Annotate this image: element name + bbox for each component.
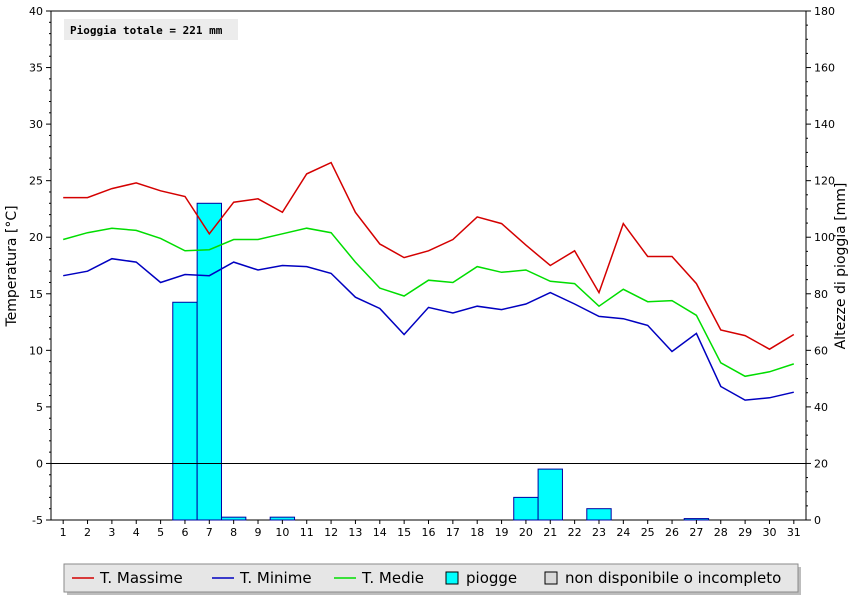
x-tick-label: 11 bbox=[300, 526, 314, 539]
left-axis: -5 0 5 10 15 20 25 30 35 40 bbox=[29, 5, 51, 527]
right-tick-label: 120 bbox=[814, 175, 835, 188]
x-tick-label: 27 bbox=[689, 526, 703, 539]
x-tick-label: 4 bbox=[133, 526, 140, 539]
x-tick-label: 7 bbox=[206, 526, 213, 539]
legend-label: T. Medie bbox=[361, 569, 424, 587]
left-tick-label: 40 bbox=[29, 5, 43, 18]
right-tick-label: 60 bbox=[814, 344, 828, 357]
x-tick-label: 5 bbox=[157, 526, 164, 539]
x-tick-label: 10 bbox=[275, 526, 289, 539]
rain-bar-day-7 bbox=[196, 202, 222, 521]
right-axis: 0 20 40 60 80 100 120 140 160 180 bbox=[806, 5, 835, 527]
x-tick-label: 2 bbox=[84, 526, 91, 539]
x-tick-label: 29 bbox=[738, 526, 752, 539]
x-tick-label: 22 bbox=[568, 526, 582, 539]
right-tick-label: 100 bbox=[814, 231, 835, 244]
legend-label: non disponibile o incompleto bbox=[565, 569, 781, 587]
right-tick-label: 140 bbox=[814, 118, 835, 131]
right-axis-title: Altezze di pioggia [mm] bbox=[833, 183, 849, 350]
x-tick-label: 17 bbox=[446, 526, 460, 539]
line-t-medie bbox=[62, 227, 795, 378]
right-tick-label: 180 bbox=[814, 5, 835, 18]
x-tick-label: 21 bbox=[543, 526, 557, 539]
legend-label: T. Massime bbox=[99, 569, 183, 587]
legend-swatch bbox=[544, 571, 558, 585]
line-t-massime bbox=[63, 161, 795, 351]
x-tick-label: 31 bbox=[787, 526, 801, 539]
left-axis-title: Temperatura [°C] bbox=[4, 205, 20, 327]
x-tick-label: 18 bbox=[470, 526, 484, 539]
rain-bar-day-27 bbox=[683, 518, 710, 521]
x-tick-label: 30 bbox=[762, 526, 776, 539]
x-tick-label: 16 bbox=[422, 526, 436, 539]
rain-bar-day-10 bbox=[269, 516, 296, 521]
x-tick-label: 26 bbox=[665, 526, 679, 539]
x-axis: 1 2 3 4 5 6 7 8 9 10 11 12 13 14 15 16 17 18 19 20 21 22 23 24 2… bbox=[60, 520, 801, 539]
legend-swatch bbox=[445, 571, 459, 585]
legend-label: T. Minime bbox=[239, 569, 312, 587]
x-tick-label: 28 bbox=[714, 526, 728, 539]
right-tick-label: 20 bbox=[814, 457, 828, 470]
right-tick-label: 40 bbox=[814, 401, 828, 414]
right-tick-label: 160 bbox=[814, 62, 835, 75]
annotation-text: Pioggia totale = 221 mm bbox=[70, 24, 223, 37]
left-tick-label: 25 bbox=[29, 175, 43, 188]
rain-bar-day-21 bbox=[537, 468, 563, 521]
x-tick-label: 25 bbox=[641, 526, 655, 539]
left-tick-label: 15 bbox=[29, 288, 43, 301]
annotation-box bbox=[64, 19, 238, 40]
right-tick-label: 0 bbox=[814, 514, 821, 527]
x-tick-label: 9 bbox=[255, 526, 262, 539]
x-tick-label: 20 bbox=[519, 526, 533, 539]
left-tick-label: -5 bbox=[32, 514, 43, 527]
rain-bar-day-6 bbox=[172, 301, 198, 521]
x-tick-label: 6 bbox=[181, 526, 188, 539]
x-tick-label: 8 bbox=[230, 526, 237, 539]
rain-bars bbox=[172, 202, 710, 521]
x-tick-label: 1 bbox=[60, 526, 67, 539]
x-tick-label: 12 bbox=[324, 526, 338, 539]
x-tick-label: 24 bbox=[616, 526, 630, 539]
left-tick-label: 30 bbox=[29, 118, 43, 131]
rain-bar-day-20 bbox=[513, 496, 539, 521]
rain-bar-day-8 bbox=[220, 516, 247, 521]
left-tick-label: 0 bbox=[36, 457, 43, 470]
x-tick-label: 13 bbox=[348, 526, 362, 539]
left-tick-label: 5 bbox=[36, 401, 43, 414]
temperature-lines bbox=[62, 161, 795, 401]
legend-label: piogge bbox=[466, 569, 517, 587]
x-tick-label: 3 bbox=[108, 526, 115, 539]
legend: T. Massime T. Minime T. Medie piogge non dis… bbox=[63, 563, 801, 595]
line-t-minime bbox=[63, 257, 794, 401]
left-tick-label: 10 bbox=[29, 344, 43, 357]
right-tick-label: 80 bbox=[814, 288, 828, 301]
left-tick-label: 35 bbox=[29, 62, 43, 75]
rain-bar-day-23 bbox=[586, 508, 612, 521]
x-tick-label: 15 bbox=[397, 526, 411, 539]
left-tick-label: 20 bbox=[29, 231, 43, 244]
x-tick-label: 14 bbox=[373, 526, 387, 539]
x-tick-label: 19 bbox=[495, 526, 509, 539]
x-tick-label: 23 bbox=[592, 526, 606, 539]
